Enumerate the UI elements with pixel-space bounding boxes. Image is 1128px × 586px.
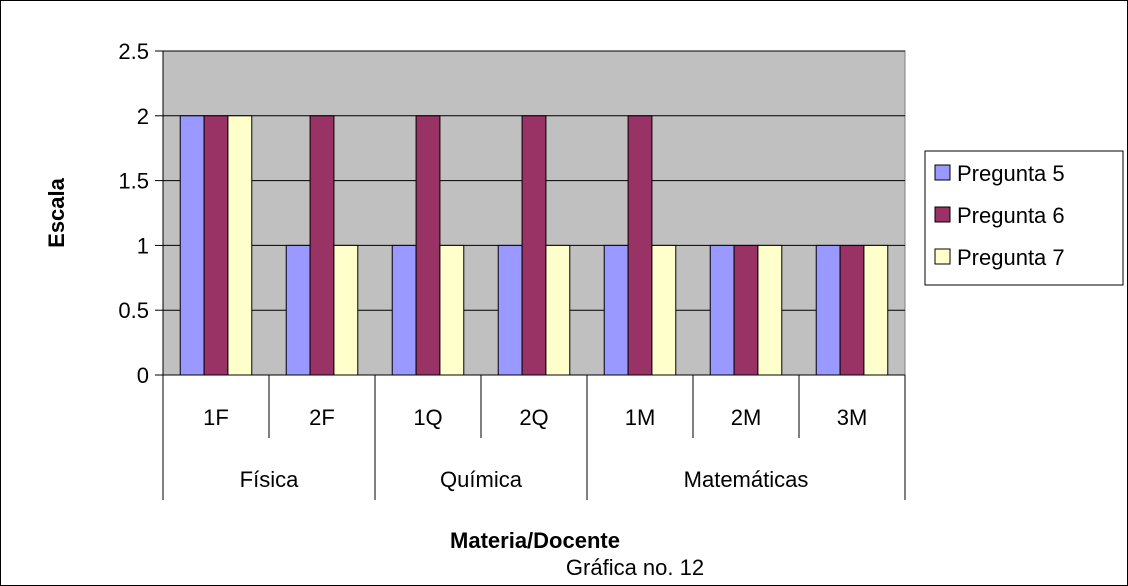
bar-pregunta-5-1f (179, 115, 205, 376)
legend-swatch (934, 164, 951, 181)
x-tick-label: 1Q (413, 405, 442, 430)
bar-pregunta-7-3m (863, 244, 889, 376)
bar-pregunta-5-2q (497, 244, 523, 376)
y-tick-label: 2 (137, 104, 149, 129)
chart-caption: Gráfica no. 12 (566, 555, 704, 580)
bar-pregunta-5-1q (391, 244, 417, 376)
bar-pregunta-5-1m (603, 244, 629, 376)
bar-pregunta-6-1f (203, 115, 229, 376)
y-tick-label: 1 (137, 233, 149, 258)
bars (179, 115, 889, 376)
x-group-label: Química (440, 467, 523, 492)
bar-pregunta-6-2f (309, 115, 335, 376)
bar-pregunta-5-2m (709, 244, 735, 376)
x-tick-label: 2F (309, 405, 335, 430)
bar-pregunta-6-2q (521, 115, 547, 376)
y-tick-label: 0 (137, 363, 149, 388)
bar-pregunta-6-3m (839, 244, 865, 376)
y-tick-label: 0.5 (118, 298, 149, 323)
bar-pregunta-6-2m (733, 244, 759, 376)
legend: Pregunta 5 Pregunta 6 Pregunta 7 (924, 150, 1124, 286)
x-tick-labels: 1F 2F 1Q 2Q 1M 2M 3M (203, 405, 867, 430)
legend-label: Pregunta 6 (957, 203, 1065, 228)
x-tick-label: 1F (203, 405, 229, 430)
x-group-labels: Física Química Matemáticas (240, 467, 809, 492)
x-axis-title: Materia/Docente (450, 528, 620, 553)
bar-pregunta-6-1q (415, 115, 441, 376)
y-axis-title: Escala (44, 177, 69, 247)
bar-pregunta-7-1q (439, 244, 465, 376)
bar-pregunta-5-3m (815, 244, 841, 376)
bar-pregunta-7-1m (651, 244, 677, 376)
y-tick-label: 2.5 (118, 39, 149, 64)
legend-box (924, 150, 1124, 286)
legend-label: Pregunta 5 (957, 161, 1065, 186)
bar-pregunta-7-2m (757, 244, 783, 376)
x-tick-label: 3M (837, 405, 868, 430)
legend-label: Pregunta 7 (957, 245, 1065, 270)
x-tick-label: 1M (625, 405, 656, 430)
legend-swatch (934, 248, 951, 265)
bar-pregunta-7-1f (227, 115, 253, 376)
bar-pregunta-5-2f (285, 244, 311, 376)
axes (155, 50, 906, 500)
bar-pregunta-6-1m (627, 115, 653, 376)
x-tick-label: 2M (731, 405, 762, 430)
x-tick-label: 2Q (519, 405, 548, 430)
y-tick-labels: 0 0.5 1 1.5 2 2.5 (118, 39, 149, 388)
x-group-label: Física (240, 467, 299, 492)
legend-swatch (934, 206, 951, 223)
x-group-label: Matemáticas (684, 467, 809, 492)
bar-pregunta-7-2q (545, 244, 571, 376)
bar-pregunta-7-2f (333, 244, 359, 376)
y-tick-label: 1.5 (118, 169, 149, 194)
